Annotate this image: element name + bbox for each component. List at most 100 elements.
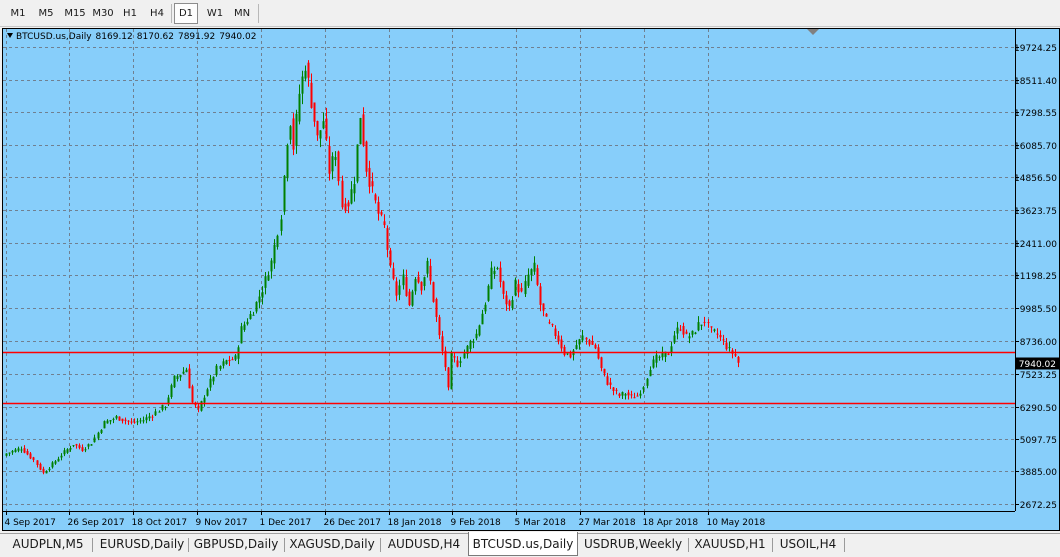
candle bbox=[164, 406, 167, 411]
candle bbox=[60, 453, 63, 461]
timeframe-button-m5[interactable]: M5 bbox=[38, 8, 54, 19]
candle bbox=[90, 443, 93, 446]
candle bbox=[713, 328, 716, 333]
candle bbox=[246, 318, 249, 326]
candle bbox=[264, 271, 267, 295]
chart-tab-bar: AUDPLN,M5 EURUSD,Daily GBPUSD,Daily XAGU… bbox=[0, 532, 1060, 557]
candle bbox=[319, 130, 322, 148]
candle bbox=[694, 331, 697, 335]
candle bbox=[356, 144, 359, 184]
current-price-tag bbox=[1016, 357, 1059, 370]
candle bbox=[469, 339, 472, 353]
candle bbox=[621, 391, 624, 399]
candle bbox=[97, 431, 100, 441]
horizontal-lines[interactable]: 8342.496418.00 bbox=[3, 346, 1059, 411]
candle bbox=[20, 446, 23, 453]
candle bbox=[459, 356, 462, 368]
tab-usoil-h4[interactable]: USOIL,H4 bbox=[779, 537, 837, 551]
candle bbox=[624, 392, 627, 400]
candle bbox=[633, 392, 636, 399]
candle bbox=[575, 339, 578, 350]
candle bbox=[527, 268, 530, 288]
candle bbox=[679, 324, 682, 332]
tab-xauusd-h1[interactable]: XAUUSD,H1 bbox=[694, 537, 766, 551]
candle bbox=[298, 84, 301, 125]
time-tick-label: 26 Sep 2017 bbox=[68, 518, 125, 528]
candle bbox=[426, 257, 429, 278]
time-tick-label: 18 Apr 2018 bbox=[643, 518, 699, 528]
timeframe-button-d1[interactable]: D1 bbox=[174, 3, 198, 24]
tab-separator bbox=[380, 538, 381, 552]
ohlc-close: 7940.02 bbox=[219, 32, 257, 42]
candle bbox=[359, 117, 362, 145]
timeframe-button-m1[interactable]: M1 bbox=[10, 8, 26, 19]
candle bbox=[154, 408, 157, 416]
candle bbox=[636, 392, 639, 397]
tab-audusd-h4[interactable]: AUDUSD,H4 bbox=[387, 537, 461, 551]
candle bbox=[670, 341, 673, 357]
candle bbox=[591, 335, 594, 345]
tab-gbpusd-daily[interactable]: GBPUSD,Daily bbox=[193, 537, 279, 551]
candle bbox=[700, 324, 703, 331]
candle bbox=[572, 348, 575, 361]
candle bbox=[142, 416, 145, 424]
candle bbox=[682, 322, 685, 338]
toolbar-separator bbox=[258, 4, 259, 23]
timeframe-button-h4[interactable]: H4 bbox=[150, 8, 164, 19]
current-price-label: 7940.02 bbox=[1019, 360, 1056, 370]
candle bbox=[310, 73, 313, 109]
candle bbox=[273, 239, 276, 269]
timeframe-button-w1[interactable]: W1 bbox=[206, 8, 224, 19]
time-tick-label: 1 Dec 2017 bbox=[260, 518, 312, 528]
candle bbox=[173, 375, 176, 388]
tab-xagusd-daily[interactable]: XAGUSD,Daily bbox=[289, 537, 375, 551]
candle bbox=[276, 234, 279, 250]
candle bbox=[536, 264, 539, 287]
time-tick-label: 26 Dec 2017 bbox=[324, 518, 382, 528]
price-tick-label: 9985.50 bbox=[1020, 305, 1057, 315]
timeframe-button-m15[interactable]: M15 bbox=[64, 8, 86, 19]
candle bbox=[139, 417, 142, 424]
candle bbox=[585, 337, 588, 345]
tab-btcusd-us-daily[interactable]: BTCUSD.us,Daily bbox=[468, 532, 578, 556]
price-tick-label: 14856.50 bbox=[1014, 174, 1057, 184]
candle bbox=[463, 349, 466, 359]
candle bbox=[472, 338, 475, 349]
price-chart[interactable]: 8342.496418.00 19724.2518511.4017298.551… bbox=[3, 29, 1059, 530]
candle bbox=[673, 331, 676, 345]
candle bbox=[334, 151, 337, 167]
tab-usdrub-weekly[interactable]: USDRUB,Weekly bbox=[583, 537, 683, 551]
candle bbox=[630, 390, 633, 399]
candle bbox=[87, 443, 90, 450]
price-axis-background bbox=[1015, 29, 1059, 530]
candle bbox=[130, 418, 133, 425]
timeframe-button-m30[interactable]: M30 bbox=[92, 8, 114, 19]
candle bbox=[524, 275, 527, 298]
price-tick-label: 13623.75 bbox=[1014, 207, 1057, 217]
candle bbox=[377, 196, 380, 221]
candle bbox=[588, 338, 591, 347]
candle bbox=[23, 445, 26, 454]
tab-eurusd-daily[interactable]: EURUSD,Daily bbox=[99, 537, 185, 551]
timeframe-button-h1[interactable]: H1 bbox=[123, 8, 137, 19]
time-tick-label: 10 May 2018 bbox=[707, 518, 766, 528]
candle bbox=[212, 376, 215, 385]
candle bbox=[133, 418, 136, 424]
candle bbox=[514, 277, 517, 297]
timeframe-toolbar: M1 M5 M15 M30 H1 H4 D1 W1 MN bbox=[0, 0, 1060, 27]
candle bbox=[542, 303, 545, 317]
candle bbox=[725, 338, 728, 351]
chart-window[interactable]: 8342.496418.00 19724.2518511.4017298.551… bbox=[2, 28, 1060, 531]
toolbar-separator bbox=[171, 4, 172, 23]
candle bbox=[444, 346, 447, 371]
candle bbox=[365, 140, 368, 177]
tab-separator bbox=[688, 538, 689, 552]
chart-symbol-info: BTCUSD.us,Daily 8169.12 8170.62 7891.92 7940… bbox=[7, 32, 260, 42]
candle bbox=[219, 365, 222, 371]
chart-shift-marker-icon[interactable] bbox=[807, 29, 819, 35]
candle bbox=[447, 366, 450, 391]
timeframe-button-mn[interactable]: MN bbox=[233, 8, 251, 19]
candle bbox=[435, 297, 438, 323]
tab-audpln-m5[interactable]: AUDPLN,M5 bbox=[12, 537, 84, 551]
candle bbox=[255, 301, 258, 314]
